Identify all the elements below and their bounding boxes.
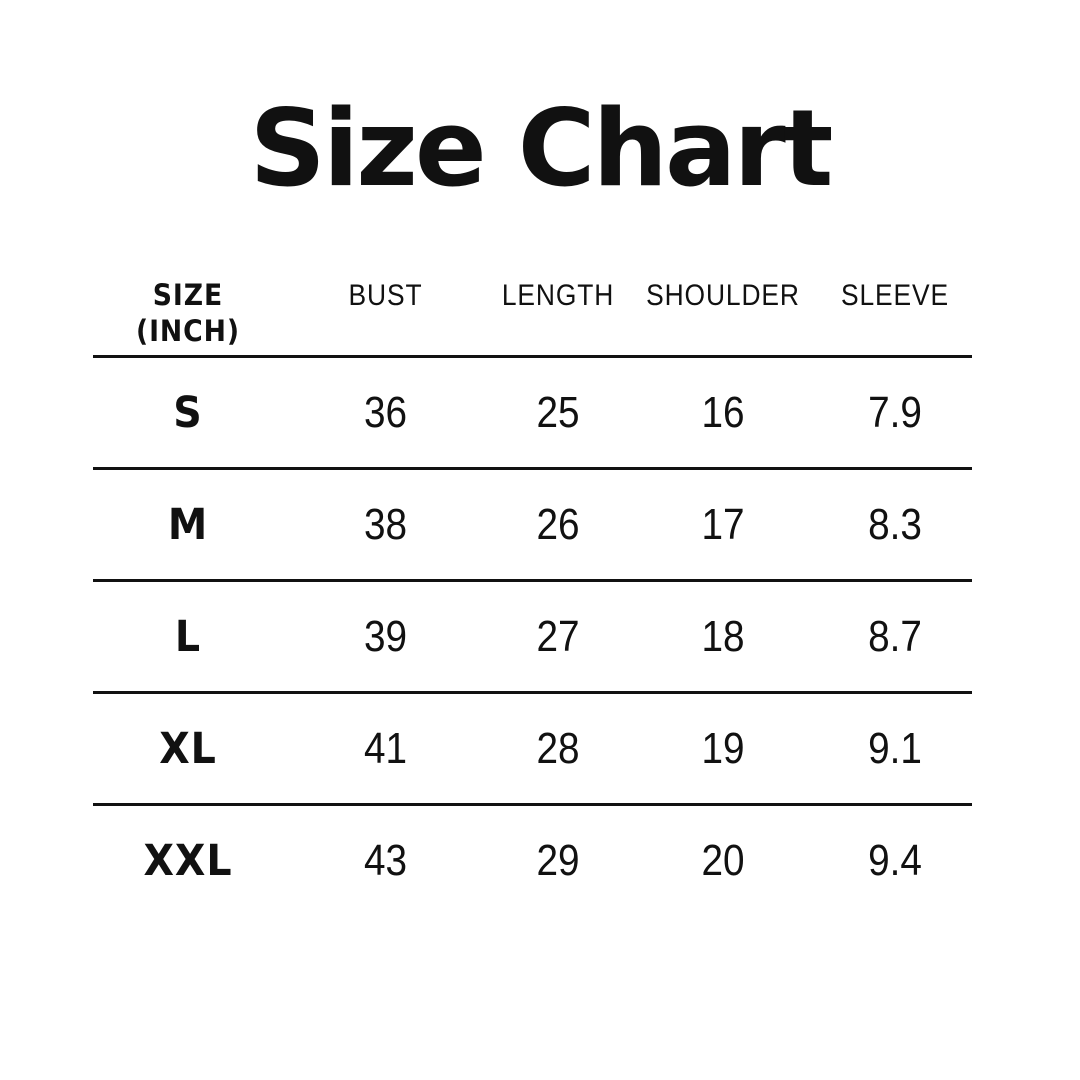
cell-bust: 36 — [363, 387, 408, 437]
cell-length: 29 — [536, 835, 580, 885]
cell-shoulder: 18 — [701, 611, 745, 661]
cell-shoulder: 17 — [701, 499, 745, 549]
cell-length: 25 — [536, 387, 580, 437]
column-header-size-line2: (INCH) — [135, 314, 241, 349]
column-header-size: SIZE (INCH) — [101, 265, 276, 350]
cell-shoulder: 16 — [701, 387, 745, 437]
cell-bust: 38 — [363, 499, 408, 549]
column-header-shoulder: SHOULDER — [646, 279, 800, 312]
cell-sleeve: 8.7 — [868, 611, 922, 661]
cell-bust: 41 — [363, 723, 408, 773]
cell-length: 27 — [536, 611, 580, 661]
cell-bust: 39 — [363, 611, 408, 661]
row-label: S — [173, 387, 203, 438]
column-header-sleeve: SLEEVE — [840, 279, 949, 312]
page-title: Size Chart — [249, 87, 834, 210]
table-row-s: S 36 25 16 7.9 — [93, 355, 972, 467]
column-header-size-line1: SIZE — [152, 278, 224, 312]
cell-sleeve: 9.4 — [868, 835, 922, 885]
cell-shoulder: 20 — [701, 835, 745, 885]
row-label: XL — [159, 723, 217, 774]
table-row-xl: XL 41 28 19 9.1 — [93, 691, 972, 803]
cell-shoulder: 19 — [701, 723, 745, 773]
cell-length: 28 — [536, 723, 580, 773]
table-row-l: L 39 27 18 8.7 — [93, 579, 972, 691]
cell-sleeve: 9.1 — [868, 723, 922, 773]
column-header-length: LENGTH — [501, 279, 615, 312]
cell-length: 26 — [536, 499, 580, 549]
size-table: SIZE (INCH) BUST LENGTH SHOULDER SLEEVE … — [93, 265, 972, 915]
table-row-m: M 38 26 17 8.3 — [93, 467, 972, 579]
column-header-bust: BUST — [348, 279, 423, 312]
row-label: L — [174, 611, 202, 662]
row-label: XXL — [143, 835, 233, 886]
cell-bust: 43 — [363, 835, 408, 885]
table-header-row: SIZE (INCH) BUST LENGTH SHOULDER SLEEVE — [93, 265, 972, 355]
table-row-xxl: XXL 43 29 20 9.4 — [93, 803, 972, 915]
cell-sleeve: 7.9 — [868, 387, 922, 437]
cell-sleeve: 8.3 — [868, 499, 922, 549]
row-label: M — [167, 499, 209, 550]
